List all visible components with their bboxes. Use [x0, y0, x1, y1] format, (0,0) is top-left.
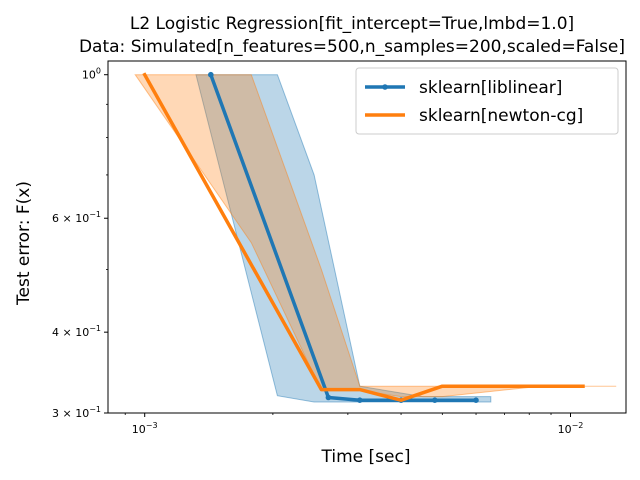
axes-frame — [107, 60, 627, 414]
y-tick-label: 6 × 10−1 — [52, 210, 101, 225]
plot-area — [134, 71, 617, 404]
axis-ticks: 10−3 10−2 100 6 × 10−1 4 × 10−1 3 × 10−1 — [52, 67, 583, 436]
series-point — [325, 394, 332, 401]
series-point — [357, 397, 363, 404]
series-point — [473, 397, 479, 404]
legend-label-1: sklearn[newton-cg] — [419, 106, 583, 126]
y-axis-label: Test error: F(x) — [14, 181, 34, 306]
chart-subtitle: Data: Simulated[n_features=500,n_samples… — [79, 37, 625, 57]
series-line-0 — [208, 72, 478, 402]
x-axis-label: Time [sec] — [321, 447, 411, 467]
legend-marker-0 — [382, 84, 388, 90]
legend-label-0: sklearn[liblinear] — [419, 78, 562, 98]
series-line-1 — [142, 72, 585, 402]
series-point — [432, 397, 438, 404]
x-tick-label: 10−2 — [558, 421, 584, 436]
series-point — [208, 71, 214, 78]
y-tick-label: 3 × 10−1 — [52, 405, 101, 420]
legend: sklearn[liblinear] sklearn[newton-cg] — [355, 67, 619, 135]
legend-box — [355, 67, 619, 135]
chart-title: L2 Logistic Regression[fit_intercept=Tru… — [130, 14, 574, 34]
series-band-0 — [195, 74, 492, 403]
x-tick-label: 10−3 — [132, 421, 158, 436]
y-tick-label: 4 × 10−1 — [52, 324, 101, 339]
axes-spines — [107, 60, 627, 414]
y-tick-label: 100 — [82, 67, 101, 82]
